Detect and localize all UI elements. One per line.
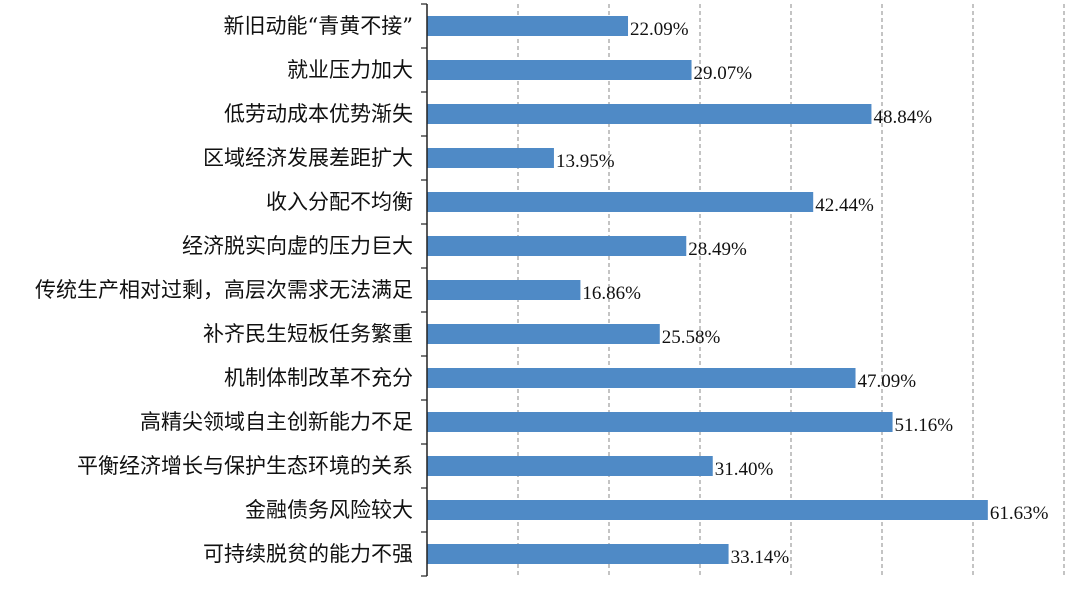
bar-0	[427, 16, 629, 36]
value-labels: 22.09% 29.07% 48.84% 13.95% 42.44% 28.49% 16.8…	[556, 19, 1049, 568]
category-label-4: 收入分配不均衡	[266, 190, 413, 214]
category-label-2: 低劳动成本优势渐失	[224, 102, 413, 126]
bar-3	[427, 148, 554, 168]
value-label-10: 31.40%	[715, 459, 774, 480]
value-label-1: 29.07%	[694, 63, 753, 84]
category-label-3: 区域经济发展差距扩大	[203, 146, 413, 170]
bar-12	[427, 544, 729, 564]
category-label-6: 传统生产相对过剩，高层次需求无法满足	[35, 278, 413, 302]
bar-11	[427, 500, 988, 520]
value-label-2: 48.84%	[873, 107, 932, 128]
value-label-5: 28.49%	[688, 239, 747, 260]
category-label-7: 补齐民生短板任务繁重	[203, 322, 413, 346]
bar-9	[427, 412, 893, 432]
bar-1	[427, 60, 692, 80]
category-label-12: 可持续脱贫的能力不强	[203, 542, 413, 566]
value-label-4: 42.44%	[815, 195, 874, 216]
bar-7	[427, 324, 660, 344]
value-label-12: 33.14%	[731, 547, 790, 568]
gridlines	[517, 4, 1065, 576]
bar-2	[427, 104, 872, 124]
bar-4	[427, 192, 814, 212]
bar-8	[427, 368, 856, 388]
category-labels: 新旧动能“青黄不接” 就业压力加大低劳动成本优势渐失区域经济发展差距扩大收入分配不…	[35, 14, 413, 566]
category-label-5: 经济脱实向虚的压力巨大	[182, 234, 413, 258]
category-label-0: 新旧动能“青黄不接”	[224, 14, 413, 38]
category-label-9: 高精尖领域自主创新能力不足	[140, 410, 413, 434]
category-label-1: 就业压力加大	[287, 58, 413, 82]
value-label-6: 16.86%	[582, 283, 641, 304]
value-label-11: 61.63%	[990, 503, 1049, 524]
bars	[427, 16, 988, 564]
y-axis-ticks	[421, 3, 427, 577]
value-label-0: 22.09%	[630, 19, 689, 40]
category-label-11: 金融债务风险较大	[245, 498, 413, 522]
category-label-8: 机制体制改革不充分	[224, 366, 413, 390]
value-label-9: 51.16%	[895, 415, 954, 436]
category-label-10: 平衡经济增长与保护生态环境的关系	[77, 454, 413, 478]
bar-5	[427, 236, 687, 256]
value-label-3: 13.95%	[556, 151, 615, 172]
bar-6	[427, 280, 581, 300]
value-label-7: 25.58%	[662, 327, 721, 348]
bar-10	[427, 456, 713, 476]
value-label-8: 47.09%	[858, 371, 917, 392]
